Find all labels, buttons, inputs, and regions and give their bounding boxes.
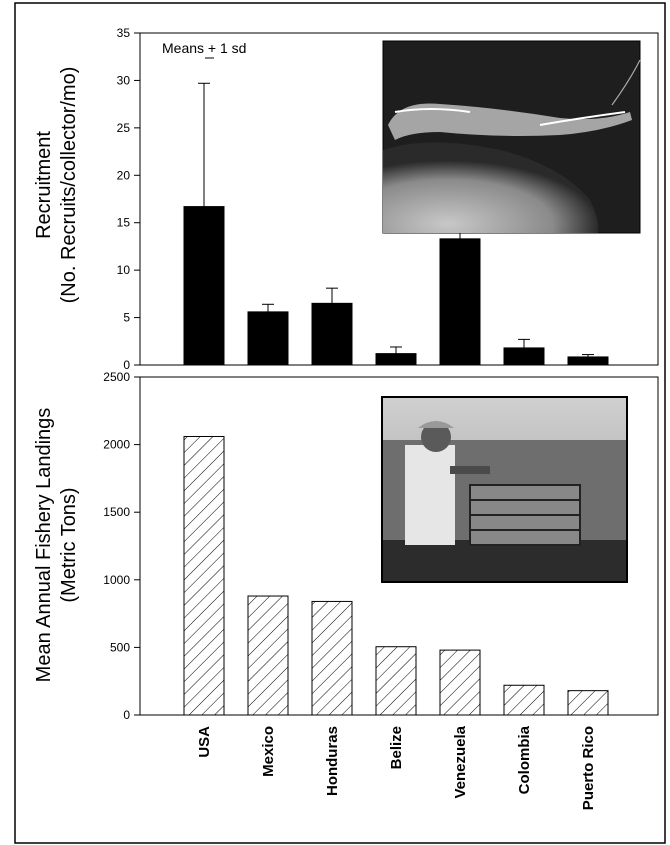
bottom-tick-label: 500 — [110, 640, 130, 654]
bottom-bars — [183, 435, 609, 716]
bottom-bar-honduras — [311, 600, 353, 716]
bottom-tick-label: 2000 — [103, 438, 130, 452]
top-tick-label: 15 — [117, 216, 131, 230]
top-tick-label: 20 — [117, 168, 131, 182]
top-tick-label: 5 — [123, 311, 130, 325]
bottom-ylabel-line1: Mean Annual Fishery Landings — [33, 408, 55, 683]
bottom-tick-label: 2500 — [103, 370, 130, 384]
landings-chart: 0 500 1000 1500 2000 2500 — [103, 370, 659, 722]
recruitment-chart: 0 5 10 15 20 25 30 35 Means + 1 sd — [117, 26, 659, 372]
top-tick-label: 0 — [123, 358, 130, 372]
bottom-tick-label: 1000 — [103, 573, 130, 587]
top-bar-puerto-rico — [567, 356, 609, 366]
bottom-bar-colombia — [503, 684, 545, 716]
category-label-usa: USA — [196, 726, 213, 758]
top-bar-usa — [183, 206, 225, 366]
bottom-bar-mexico — [247, 595, 289, 716]
category-label-puerto-rico: Puerto Rico — [580, 726, 597, 810]
category-label-honduras: Honduras — [324, 726, 341, 796]
category-label-belize: Belize — [388, 726, 405, 769]
category-label-colombia: Colombia — [516, 725, 533, 794]
bottom-y-axis: 0 500 1000 1500 2000 2500 — [103, 370, 140, 722]
top-bars — [183, 82, 609, 366]
top-bar-belize — [375, 353, 417, 366]
bottom-tick-label: 1500 — [103, 505, 130, 519]
top-bar-venezuela — [439, 238, 481, 366]
bottom-bar-venezuela — [439, 649, 481, 716]
top-bar-mexico — [247, 311, 289, 366]
category-label-venezuela: Venezuela — [452, 725, 469, 798]
top-bar-honduras — [311, 302, 353, 366]
top-tick-label: 30 — [117, 73, 131, 87]
top-y-axis: 0 5 10 15 20 25 30 35 — [117, 26, 140, 372]
bottom-ylabel-line2: (Metric Tons) — [58, 487, 80, 602]
top-ylabel-line2: (No. Recruits/collector/mo) — [58, 67, 80, 304]
bottom-tick-label: 0 — [123, 708, 130, 722]
means-annotation: Means + 1 sd — [162, 40, 246, 56]
top-ylabel-line1: Recruitment — [33, 131, 55, 239]
bottom-bar-usa — [183, 435, 225, 716]
top-tick-label: 35 — [117, 26, 131, 40]
fisherman-with-trap-photo — [381, 396, 628, 583]
category-labels: USA Mexico Honduras Belize Venezuela Colombia… — [196, 725, 597, 810]
category-label-mexico: Mexico — [260, 726, 277, 777]
lobster-postlarva-photo — [382, 40, 641, 234]
page-border — [14, 2, 666, 844]
top-tick-label: 10 — [117, 263, 131, 277]
bottom-bar-belize — [375, 646, 417, 716]
bottom-bar-puerto-rico — [567, 690, 609, 716]
top-tick-label: 25 — [117, 121, 131, 135]
top-bar-colombia — [503, 347, 545, 366]
